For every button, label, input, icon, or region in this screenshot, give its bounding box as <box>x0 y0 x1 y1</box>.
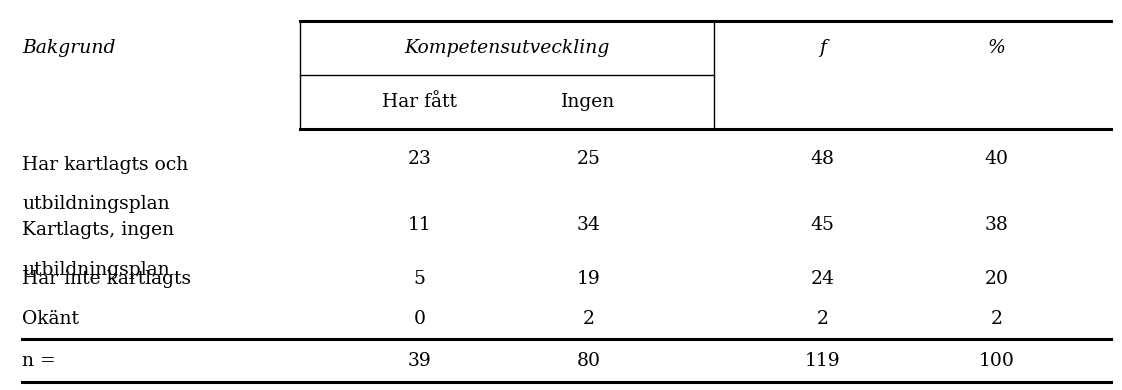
Text: Har fått: Har fått <box>383 93 457 111</box>
Text: 39: 39 <box>407 352 432 370</box>
Text: 2: 2 <box>582 310 595 328</box>
Text: 20: 20 <box>984 270 1009 288</box>
Text: 5: 5 <box>414 270 425 288</box>
Text: f: f <box>819 39 826 57</box>
Text: 11: 11 <box>407 216 432 234</box>
Text: Ingen: Ingen <box>561 93 616 111</box>
Text: 48: 48 <box>810 151 835 168</box>
Text: 23: 23 <box>407 151 432 168</box>
Text: Kompetensutveckling: Kompetensutveckling <box>404 39 609 57</box>
Text: 24: 24 <box>810 270 835 288</box>
Text: utbildningsplan: utbildningsplan <box>22 195 171 213</box>
Text: utbildningsplan: utbildningsplan <box>22 261 171 278</box>
Text: %: % <box>987 39 1005 57</box>
Text: 25: 25 <box>577 151 600 168</box>
Text: 40: 40 <box>984 151 1009 168</box>
Text: n =: n = <box>22 352 56 370</box>
Text: 2: 2 <box>991 310 1002 328</box>
Text: 100: 100 <box>978 352 1014 370</box>
Text: 19: 19 <box>577 270 600 288</box>
Text: Har kartlagts och: Har kartlagts och <box>22 156 188 174</box>
Text: 119: 119 <box>804 352 840 370</box>
Text: 34: 34 <box>577 216 600 234</box>
Text: Bakgrund: Bakgrund <box>22 39 116 57</box>
Text: 2: 2 <box>817 310 828 328</box>
Text: 80: 80 <box>577 352 600 370</box>
Text: Kartlagts, ingen: Kartlagts, ingen <box>22 221 175 239</box>
Text: 0: 0 <box>414 310 425 328</box>
Text: 38: 38 <box>985 216 1009 234</box>
Text: Har inte kartlagts: Har inte kartlagts <box>22 270 192 288</box>
Text: 45: 45 <box>810 216 835 234</box>
Text: Okänt: Okänt <box>22 310 80 328</box>
